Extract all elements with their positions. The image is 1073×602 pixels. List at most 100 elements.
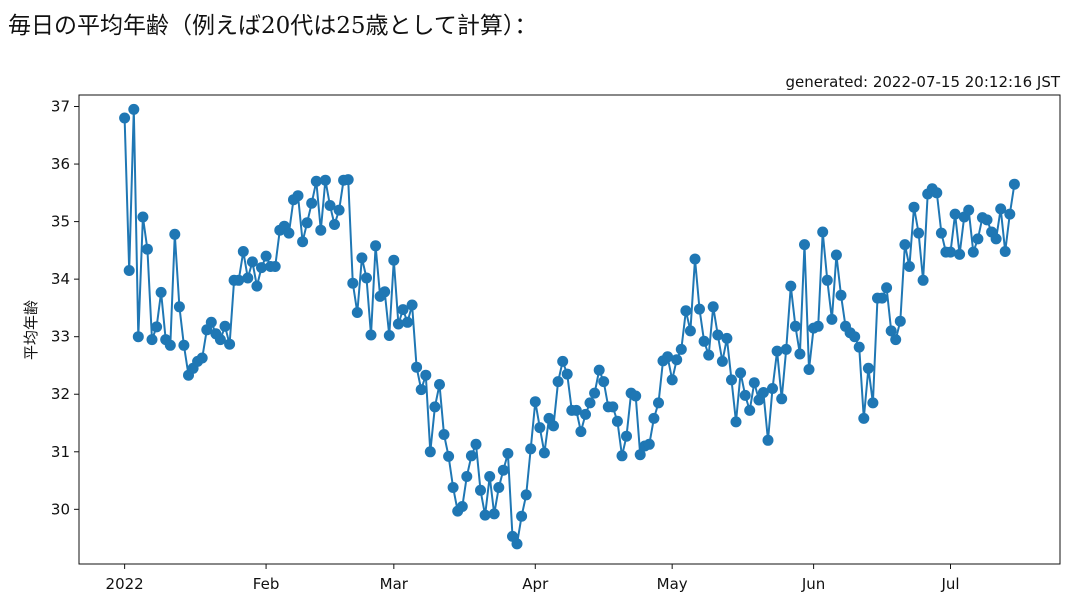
data-point — [132, 331, 144, 343]
data-point — [310, 175, 322, 187]
data-point — [141, 243, 153, 255]
data-point — [981, 214, 993, 226]
data-point — [935, 227, 947, 239]
data-point — [242, 272, 254, 284]
data-point — [123, 265, 135, 276]
data-point — [634, 449, 646, 461]
data-point — [548, 420, 559, 432]
data-point — [862, 362, 874, 374]
data-point — [557, 355, 569, 367]
data-point — [269, 261, 281, 272]
data-point — [881, 282, 893, 294]
data-point — [306, 197, 318, 209]
y-tick-label: 31 — [51, 443, 70, 461]
data-point — [607, 401, 619, 413]
data-point — [388, 254, 400, 266]
data-point — [771, 345, 783, 357]
data-point — [520, 489, 532, 501]
x-tick-label: Mar — [380, 575, 409, 593]
data-point — [342, 174, 354, 186]
data-point — [292, 190, 304, 202]
data-point — [237, 246, 249, 257]
data-point — [233, 274, 245, 286]
data-point — [662, 351, 674, 363]
page-heading: 毎日の平均年齢（例えば20代は25歳として計算）： — [8, 13, 538, 39]
data-point — [817, 226, 829, 238]
data-point — [415, 384, 427, 396]
data-point — [963, 204, 975, 216]
data-point — [794, 348, 806, 360]
data-point — [570, 404, 582, 416]
data-point — [757, 387, 769, 398]
data-point — [493, 482, 505, 493]
series-markers — [119, 103, 1020, 550]
data-point — [443, 450, 455, 462]
data-point — [205, 316, 217, 328]
y-tick-label: 30 — [51, 500, 70, 518]
data-point — [379, 286, 391, 298]
y-axis: 30 31 32 33 34 35 36 37 — [51, 98, 79, 518]
y-tick-label: 35 — [51, 213, 70, 231]
data-point — [584, 397, 596, 409]
data-point — [949, 208, 961, 220]
data-point — [420, 369, 432, 381]
data-point — [767, 383, 778, 394]
data-point — [785, 280, 797, 292]
data-point — [908, 201, 920, 213]
data-point — [1008, 178, 1020, 190]
data-point — [283, 227, 295, 239]
data-point — [826, 313, 838, 325]
data-point — [616, 450, 628, 462]
data-point — [351, 307, 363, 318]
data-point — [538, 447, 550, 459]
data-point — [488, 508, 500, 520]
data-point — [990, 233, 1002, 245]
data-point — [246, 256, 258, 268]
data-point — [903, 261, 915, 272]
x-tick-label: Apr — [522, 575, 549, 593]
data-point — [479, 509, 491, 521]
data-point — [534, 422, 546, 434]
data-point — [329, 219, 340, 230]
data-point — [178, 339, 190, 351]
data-point — [716, 355, 728, 367]
y-tick-label: 32 — [51, 385, 70, 403]
data-point — [429, 401, 441, 413]
generated-timestamp: generated: 2022-07-15 20:12:16 JST — [785, 73, 1060, 91]
data-point — [151, 321, 163, 333]
data-point — [475, 484, 486, 496]
data-point — [999, 246, 1011, 257]
data-point — [890, 334, 902, 346]
data-point — [173, 301, 185, 313]
data-point — [447, 482, 459, 493]
data-point — [899, 239, 911, 251]
data-point — [694, 303, 705, 315]
data-point — [214, 334, 226, 346]
data-point — [137, 211, 149, 223]
x-tick-label: Feb — [253, 575, 280, 593]
data-point — [461, 471, 473, 482]
data-point — [128, 103, 140, 115]
data-point — [356, 252, 368, 264]
data-point — [402, 316, 413, 328]
data-point — [511, 538, 523, 550]
data-point — [497, 464, 509, 476]
data-point — [315, 224, 327, 236]
data-point — [849, 331, 861, 343]
x-tick-label: Jun — [801, 575, 825, 593]
data-point — [434, 379, 445, 390]
data-point — [347, 277, 359, 289]
data-point — [913, 227, 925, 239]
data-point — [680, 305, 692, 317]
data-point — [867, 397, 879, 409]
data-point — [653, 397, 664, 409]
x-tick-label: May — [657, 575, 688, 593]
data-point — [155, 286, 167, 298]
data-point — [995, 203, 1007, 215]
y-tick-label: 34 — [51, 270, 70, 288]
data-point — [301, 217, 313, 229]
data-point — [146, 334, 158, 346]
y-tick-label: 36 — [51, 155, 70, 173]
data-point — [465, 450, 477, 462]
